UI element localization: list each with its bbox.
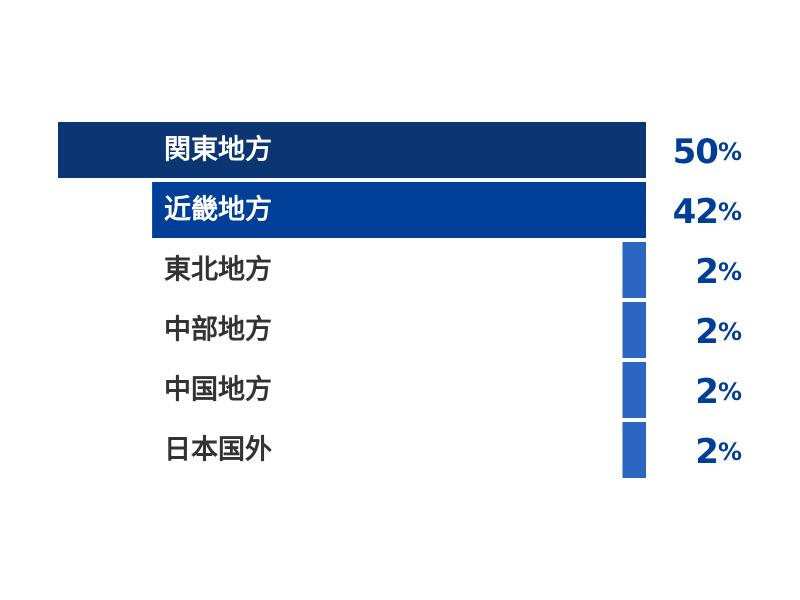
category-label: 関東地方 [164,134,272,166]
data-label: 2% [695,312,742,352]
category-label: 東北地方 [164,254,272,286]
category-label: 日本国外 [164,435,272,466]
data-label: 2% [695,432,742,472]
data-label: 50% [673,132,742,172]
bar [622,362,646,418]
bar [152,182,646,238]
bar [58,122,646,178]
bar [622,302,646,358]
bar [622,422,646,478]
data-label: 42% [673,192,742,232]
category-label: 中部地方 [164,314,272,346]
data-label: 2% [695,372,742,412]
category-label: 中国地方 [164,374,272,406]
data-label: 2% [695,252,742,292]
bar [622,242,646,298]
category-label: 近畿地方 [164,194,272,226]
